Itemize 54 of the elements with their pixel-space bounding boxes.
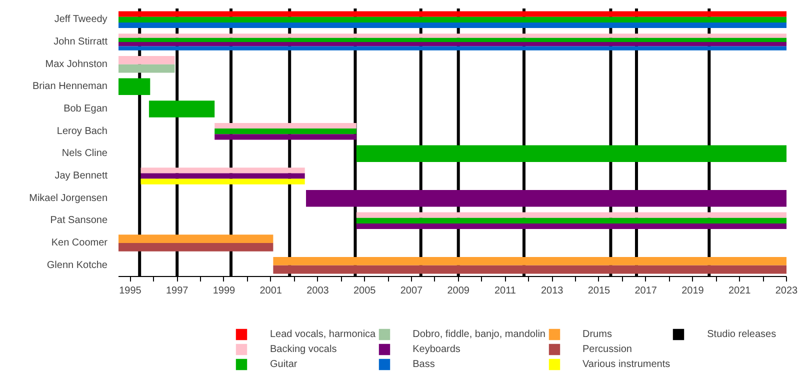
legend-label: Bass bbox=[412, 358, 435, 371]
x-tick-label: 2013 bbox=[540, 286, 564, 296]
legend-label: Backing vocals bbox=[270, 342, 337, 356]
x-tick-label: 2017 bbox=[634, 286, 658, 296]
x-tick-label: 1997 bbox=[166, 286, 189, 296]
x-tick-label: 2021 bbox=[728, 286, 752, 296]
x-tick-label: 1999 bbox=[212, 286, 236, 296]
legend-label: Drums bbox=[582, 328, 612, 341]
y-tick-label: Pat Sansone bbox=[50, 215, 108, 226]
y-tick-label: Nels Cline bbox=[62, 148, 108, 160]
y-tick-label: Brian Henneman bbox=[32, 81, 108, 92]
bar bbox=[356, 212, 786, 218]
legend-label: Guitar bbox=[270, 358, 298, 371]
legend-label: Dobro, fiddle, banjo, mandolin bbox=[412, 328, 546, 341]
bar bbox=[118, 22, 786, 28]
x-tick-label: 2011 bbox=[494, 286, 516, 296]
x-tick-label: 2007 bbox=[400, 286, 424, 296]
bar bbox=[118, 64, 175, 73]
y-tick-label: John Stirratt bbox=[54, 36, 108, 48]
x-tick-label: 2023 bbox=[775, 286, 798, 296]
bar bbox=[140, 168, 305, 174]
bar bbox=[118, 42, 786, 46]
y-tick-label: Jay Bennett bbox=[54, 170, 108, 182]
x-tick-label: 2015 bbox=[588, 286, 611, 296]
bar bbox=[273, 265, 786, 274]
bar bbox=[118, 243, 274, 252]
x-tick-label: 2005 bbox=[353, 286, 376, 296]
y-tick-label: Ken Coomer bbox=[51, 238, 108, 248]
y-tick-label: Mikael Jorgensen bbox=[29, 192, 108, 204]
bar bbox=[118, 11, 786, 17]
bar bbox=[118, 16, 786, 22]
y-tick-label: Leroy Bach bbox=[56, 126, 108, 137]
bar bbox=[118, 46, 786, 50]
x-tick-label: 2001 bbox=[260, 286, 282, 296]
y-tick-label: Jeff Tweedy bbox=[54, 14, 108, 26]
bar bbox=[214, 122, 356, 129]
bar bbox=[118, 234, 274, 243]
bar bbox=[214, 128, 356, 134]
x-tick-label: 2019 bbox=[682, 286, 704, 296]
bar bbox=[273, 256, 786, 266]
bar bbox=[356, 218, 786, 224]
legend-label: Studio releases bbox=[707, 328, 776, 341]
bar bbox=[118, 34, 786, 38]
y-tick-label: Max Johnston bbox=[45, 58, 108, 70]
y-tick-label: Bob Egan bbox=[64, 104, 108, 114]
x-tick-label: 1995 bbox=[119, 286, 142, 296]
bar bbox=[140, 178, 305, 184]
legend-label: Percussion bbox=[582, 342, 632, 356]
x-tick-label: 2003 bbox=[306, 286, 330, 296]
legend-label: Lead vocals, harmonica bbox=[270, 328, 376, 341]
x-tick-label: 2009 bbox=[447, 286, 470, 296]
y-tick-label: Glenn Kotche bbox=[46, 260, 108, 271]
legend-label: Various instruments bbox=[582, 358, 670, 371]
legend-label: Keyboards bbox=[412, 342, 460, 356]
